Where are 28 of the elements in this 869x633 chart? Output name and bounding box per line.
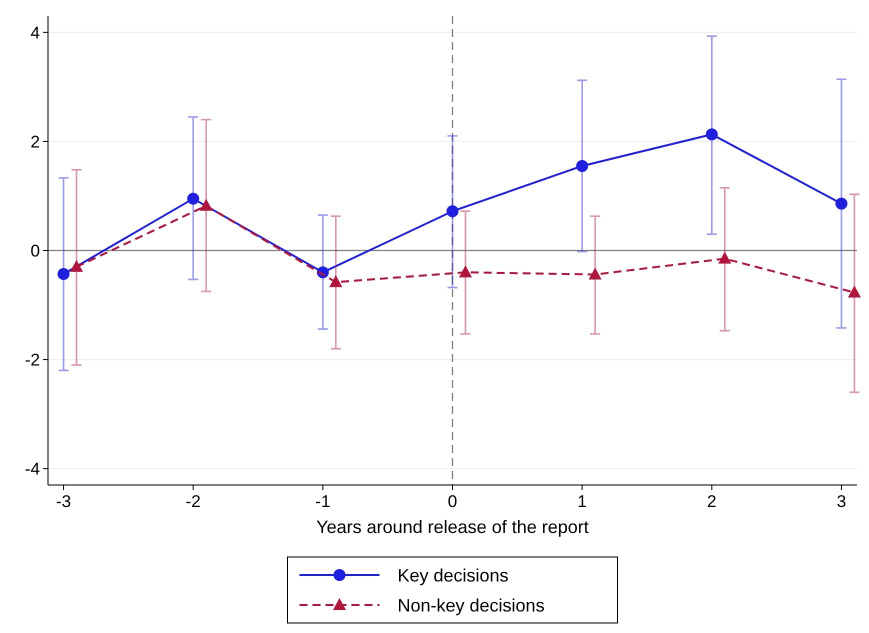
y-tick-label: -2: [24, 350, 40, 370]
x-tick-label: -2: [186, 492, 201, 511]
point: [70, 260, 84, 272]
y-tick-label: -4: [24, 460, 40, 479]
point: [848, 285, 861, 298]
y-tick-label: 4: [30, 23, 40, 42]
x-tick-label: 1: [577, 492, 587, 511]
x-tick-label: -1: [315, 492, 330, 511]
x-tick-label: 3: [836, 492, 846, 511]
point: [588, 267, 602, 280]
point: [187, 192, 200, 205]
legend-label: Key decisions: [398, 565, 509, 586]
point: [576, 160, 588, 172]
point: [58, 268, 70, 280]
x-axis-title: Years around release of the report: [316, 517, 589, 537]
x-tick-label: 0: [448, 492, 458, 511]
x-tick-label: -3: [56, 492, 72, 511]
point: [329, 275, 342, 288]
legend-label: Non-key decisions: [398, 595, 545, 616]
point: [835, 198, 848, 210]
point: [446, 205, 458, 218]
point: [706, 128, 718, 140]
y-tick-label: 2: [30, 132, 40, 152]
y-tick-label: 0: [30, 241, 40, 260]
x-tick-label: 2: [707, 492, 717, 511]
point: [200, 198, 213, 211]
point: [458, 265, 472, 278]
point: [718, 252, 732, 264]
